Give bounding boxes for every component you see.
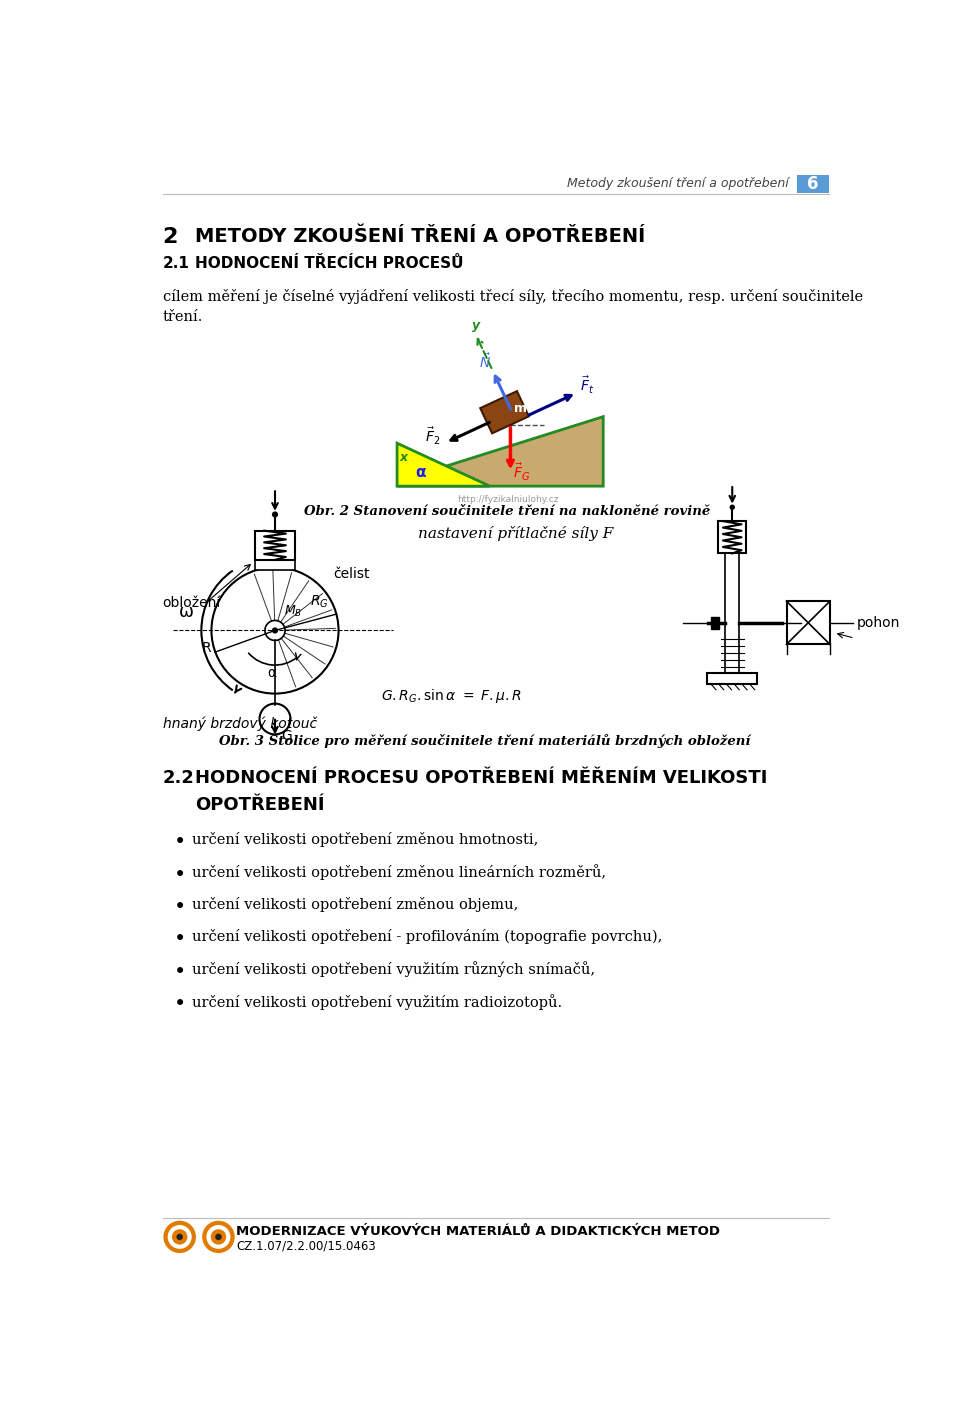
Text: •: •: [174, 929, 186, 949]
Text: 2.2: 2.2: [162, 769, 195, 788]
Bar: [718, 522, 746, 553]
Polygon shape: [397, 417, 603, 486]
Bar: [254, 530, 295, 560]
Text: $M_B$: $M_B$: [284, 604, 302, 619]
Text: •: •: [174, 896, 186, 916]
Text: •: •: [174, 962, 186, 981]
Text: OPOTŘEBENÍ: OPOTŘEBENÍ: [195, 796, 324, 814]
Circle shape: [206, 1225, 230, 1249]
Text: α: α: [416, 465, 426, 481]
Text: •: •: [174, 864, 186, 885]
Text: y: y: [471, 320, 480, 332]
Text: R: R: [202, 641, 211, 655]
Text: x: x: [399, 451, 407, 464]
Polygon shape: [397, 443, 490, 486]
Text: určení velikosti opotřebení změnou hmotnosti,: určení velikosti opotřebení změnou hmotn…: [192, 833, 539, 847]
Text: METODY ZKOUŠENÍ TŘENÍ A OPOTŘEBENÍ: METODY ZKOUŠENÍ TŘENÍ A OPOTŘEBENÍ: [195, 228, 645, 246]
Bar: [254, 560, 295, 570]
Text: $\vec{F}_t$: $\vec{F}_t$: [581, 375, 594, 396]
Circle shape: [203, 1220, 234, 1253]
Text: MODERNIZACE VÝUKOVÝCH MATERIÁLŮ A DIDAKTICKÝCH METOD: MODERNIZACE VÝUKOVÝCH MATERIÁLŮ A DIDAKT…: [236, 1225, 720, 1239]
Text: Obr. 2 Stanovení součinitele tření na nakloněné rovině: Obr. 2 Stanovení součinitele tření na na…: [304, 505, 710, 518]
Bar: [725, 553, 739, 673]
Text: hnaný brzdový kotouč: hnaný brzdový kotouč: [162, 715, 317, 731]
Text: 2.1: 2.1: [162, 256, 189, 271]
Text: •: •: [174, 994, 186, 1014]
Text: $\vec{F}_2$: $\vec{F}_2$: [424, 426, 440, 447]
Text: určení velikosti opotřebení změnou objemu,: určení velikosti opotřebení změnou objem…: [192, 896, 518, 912]
Text: HODNOCENÍ PROCESU OPOTŘEBENÍ MĚŘENÍM VELIKOSTI: HODNOCENÍ PROCESU OPOTŘEBENÍ MĚŘENÍM VEL…: [195, 769, 768, 788]
Text: $\vec{N}$: $\vec{N}$: [479, 352, 492, 370]
Text: http://fyzikalniulohy.cz: http://fyzikalniulohy.cz: [457, 495, 559, 503]
Text: $R_G$: $R_G$: [310, 594, 328, 611]
Text: obložení: obložení: [162, 597, 221, 611]
Circle shape: [210, 1229, 227, 1244]
Text: $\vec{F}_G$: $\vec{F}_G$: [514, 461, 531, 482]
Text: •: •: [174, 833, 186, 853]
Text: nastavení přítlačné síly F: nastavení přítlačné síly F: [418, 526, 612, 542]
Text: m: m: [515, 402, 527, 414]
Text: Metody zkoušení tření a opotřebení: Metody zkoušení tření a opotřebení: [567, 177, 789, 191]
Circle shape: [168, 1225, 192, 1249]
Circle shape: [272, 512, 278, 518]
Text: 6: 6: [807, 175, 819, 192]
Text: určení velikosti opotřebení změnou lineárních rozměrů,: určení velikosti opotřebení změnou lineá…: [192, 864, 606, 881]
Bar: [480, 392, 529, 433]
Circle shape: [272, 628, 278, 633]
Text: pohon: pohon: [857, 615, 900, 629]
Text: G: G: [281, 728, 292, 742]
Text: cílem měření je číselné vyjádření velikosti třecí síly, třecího momentu, resp. u: cílem měření je číselné vyjádření veliko…: [162, 288, 863, 324]
Text: určení velikosti opotřebení využitím radioizotopů.: určení velikosti opotřebení využitím rad…: [192, 994, 563, 1010]
Circle shape: [172, 1229, 187, 1244]
Bar: [711, 617, 719, 629]
Text: určení velikosti opotřebení - profilováním (topografie povrchu),: určení velikosti opotřebení - profilován…: [192, 929, 662, 945]
Text: CZ.1.07/2.2.00/15.0463: CZ.1.07/2.2.00/15.0463: [236, 1240, 376, 1253]
Circle shape: [730, 505, 735, 510]
Bar: [708, 673, 757, 683]
Text: Obr. 3 Stolice pro měření součinitele tření materiálů brzdných obložení: Obr. 3 Stolice pro měření součinitele tř…: [219, 734, 750, 748]
Text: $G.R_G.\sin\alpha\ =\ F.\mu.R$: $G.R_G.\sin\alpha\ =\ F.\mu.R$: [381, 687, 522, 706]
Text: čelist: čelist: [333, 567, 370, 581]
Bar: [786, 601, 829, 645]
Circle shape: [163, 1220, 196, 1253]
Bar: [797, 175, 829, 192]
Text: HODNOCENÍ TŘECÍCH PROCESŮ: HODNOCENÍ TŘECÍCH PROCESŮ: [195, 256, 464, 271]
Circle shape: [177, 1233, 183, 1240]
Text: 2: 2: [162, 228, 178, 247]
Text: ω: ω: [179, 602, 194, 621]
Text: α: α: [267, 666, 276, 680]
Text: určení velikosti opotřebení využitím různých snímačů,: určení velikosti opotřebení využitím růz…: [192, 962, 595, 977]
Circle shape: [215, 1233, 222, 1240]
